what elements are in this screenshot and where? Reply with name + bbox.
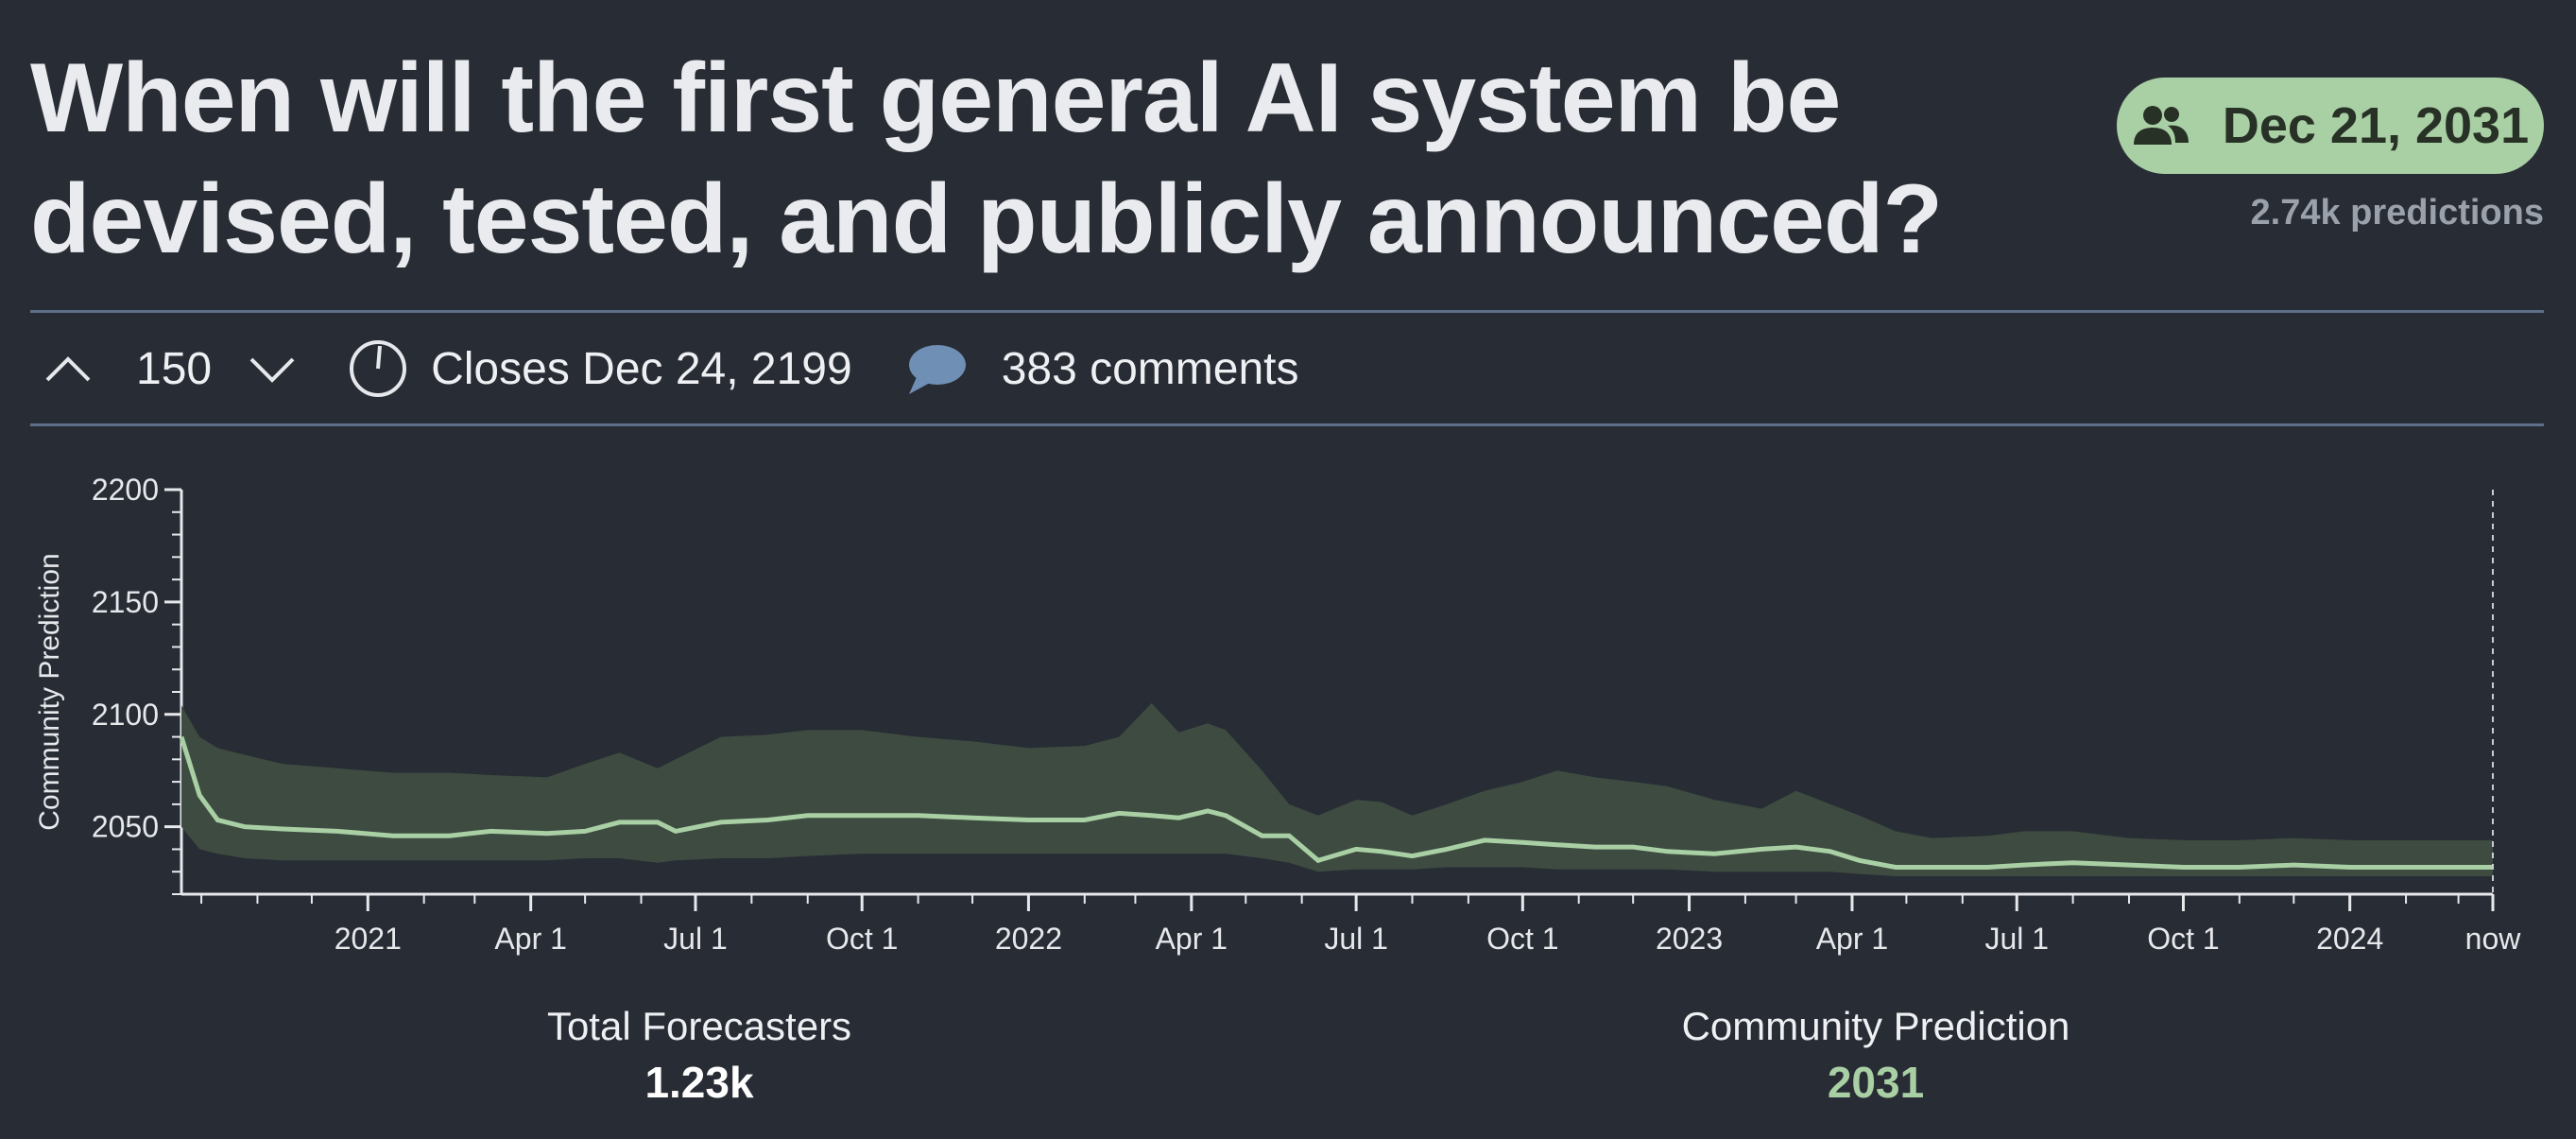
community-prediction-pill[interactable]: Dec 21, 2031 — [2117, 78, 2544, 174]
users-icon — [2132, 103, 2190, 148]
x-axis: 2021 Apr 1 Jul 1 Oct 1 2022 Apr 1 Jul 1 Oct 1 20… — [181, 892, 2522, 956]
y-tick-label: 2200 — [92, 473, 159, 507]
x-tick-label: Oct 1 — [2147, 922, 2219, 956]
comments-link[interactable]: 383 comments — [1001, 343, 1299, 394]
x-tick-label: Apr 1 — [1156, 922, 1228, 956]
x-tick-label: Jul 1 — [1984, 922, 2049, 956]
community-prediction-value: Dec 21, 2031 — [2222, 97, 2530, 154]
community-prediction-stat: Community Prediction 2031 — [1625, 1004, 2126, 1108]
y-axis-label: Community Prediction — [34, 553, 65, 830]
x-tick-label: 2022 — [995, 922, 1062, 956]
close-date: Closes Dec 24, 2199 — [431, 343, 852, 394]
comment-icon[interactable] — [903, 341, 968, 396]
x-tick-label: Apr 1 — [494, 922, 566, 956]
x-tick-label: 2023 — [1656, 922, 1723, 956]
x-tick-label: now — [2465, 922, 2522, 956]
x-tick-label: Jul 1 — [663, 922, 728, 956]
community-prediction-year: 2031 — [1827, 1058, 1925, 1107]
y-tick-label: 2050 — [92, 810, 159, 844]
y-tick-label: 2150 — [92, 585, 159, 619]
divider-top — [30, 310, 2544, 313]
community-prediction-chart: 2050 2100 2150 2200 2021 Apr 1 Jul 1 Oct 1 2022… — [34, 473, 2522, 956]
community-prediction-label: Community Prediction — [1681, 1004, 2070, 1048]
y-tick-label: 2100 — [92, 698, 159, 732]
total-forecasters-label: Total Forecasters — [546, 1004, 852, 1048]
community-prediction-line — [179, 735, 2493, 870]
y-axis: 2050 2100 2150 2200 — [92, 473, 183, 895]
predictions-count: 2.74k predictions — [2250, 193, 2544, 233]
total-forecasters-stat: Total Forecasters 1.23k — [510, 1004, 888, 1108]
chevron-up-icon — [45, 356, 91, 382]
upvote-button[interactable] — [30, 331, 106, 406]
prediction-interval-band — [181, 702, 2493, 876]
x-tick-label: Oct 1 — [1486, 922, 1558, 956]
x-tick-label: 2021 — [335, 922, 402, 956]
question-meta-bar: 150 Closes Dec 24, 2199 383 comments — [30, 316, 1299, 422]
x-tick-label: 2024 — [2316, 922, 2383, 956]
x-tick-label: Jul 1 — [1324, 922, 1388, 956]
question-title: When will the first general AI system be… — [30, 43, 1943, 274]
chevron-down-icon — [249, 357, 295, 383]
clock-icon — [348, 338, 408, 399]
vote-count: 150 — [136, 343, 213, 394]
x-tick-label: Oct 1 — [826, 922, 898, 956]
downvote-button[interactable] — [234, 331, 310, 406]
divider-bottom — [30, 423, 2544, 426]
total-forecasters-value: 1.23k — [644, 1058, 754, 1107]
x-tick-label: Apr 1 — [1816, 922, 1888, 956]
